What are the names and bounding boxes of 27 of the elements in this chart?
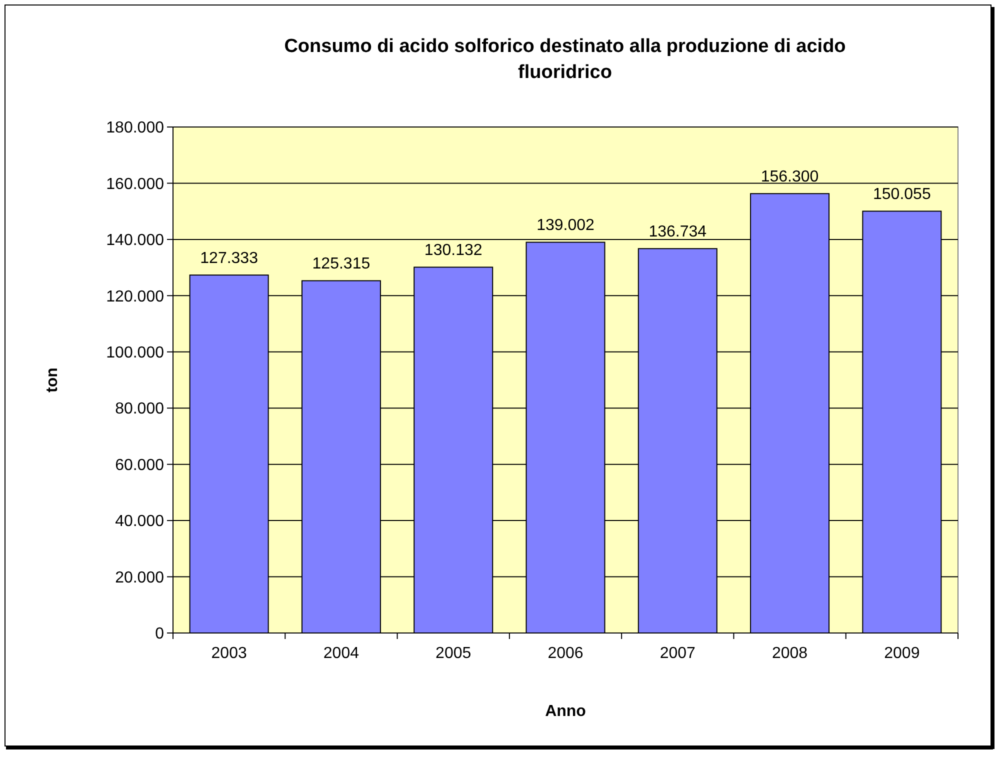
chart-title: Consumo di acido solforico destinato alla produzione di acido fluoridrico bbox=[284, 36, 846, 83]
y-tick-label: 180.000 bbox=[106, 120, 164, 137]
y-tick-label: 20.000 bbox=[115, 569, 164, 586]
x-tick-label: 2008 bbox=[772, 645, 808, 662]
x-tick-label: 2009 bbox=[884, 645, 920, 662]
x-axis-title: Anno bbox=[545, 703, 586, 720]
x-tick-label: 2004 bbox=[323, 645, 360, 662]
data-label: 130.132 bbox=[424, 242, 482, 260]
y-tick-label: 40.000 bbox=[115, 513, 164, 530]
y-tick-label: 140.000 bbox=[106, 232, 164, 250]
y-tick-label: 160.000 bbox=[106, 176, 164, 193]
data-label: 136.734 bbox=[648, 224, 707, 241]
y-tick-label: 120.000 bbox=[106, 288, 164, 306]
data-label: 150.055 bbox=[873, 186, 931, 204]
y-tick-label: 60.000 bbox=[115, 456, 164, 474]
x-tick-label: 2007 bbox=[660, 645, 696, 662]
x-tick-label: 2003 bbox=[211, 645, 247, 662]
data-label: 127.333 bbox=[200, 250, 258, 268]
data-label: 156.300 bbox=[760, 168, 819, 186]
y-axis-title: ton bbox=[44, 368, 61, 392]
y-tick-label: 100.000 bbox=[106, 344, 164, 362]
y-tick-label: 80.000 bbox=[115, 400, 164, 418]
data-label: 125.315 bbox=[312, 256, 370, 273]
data-label: 139.002 bbox=[536, 217, 595, 234]
x-tick-label: 2005 bbox=[436, 645, 472, 662]
y-tick-label: 0 bbox=[155, 626, 164, 643]
x-tick-label: 2006 bbox=[548, 645, 584, 662]
